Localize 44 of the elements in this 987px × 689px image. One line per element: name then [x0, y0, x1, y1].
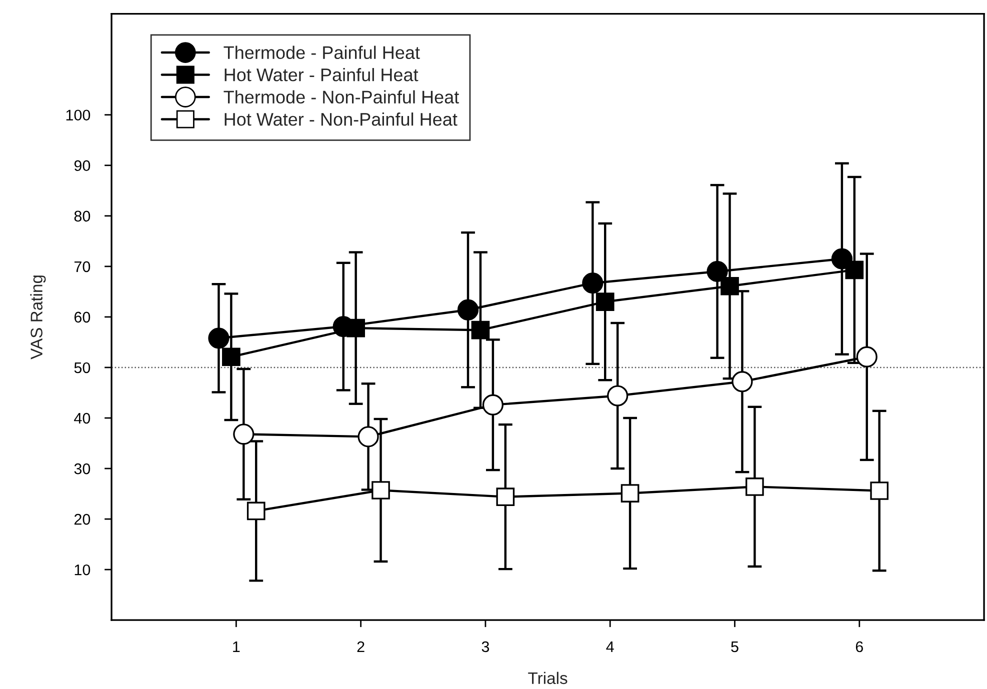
point	[870, 482, 889, 500]
point	[596, 292, 614, 311]
point	[496, 488, 515, 506]
y-tick-label: 60	[74, 312, 90, 323]
y-tick-label: 40	[74, 412, 90, 424]
y-tick-label: 70	[74, 261, 90, 272]
y-axis-title: VAS Rating	[30, 276, 46, 360]
point	[457, 299, 479, 320]
y-tick-label: 80	[74, 210, 90, 222]
y-tick-label: 100	[66, 110, 90, 121]
x-tick-label: 3	[482, 641, 490, 652]
point	[706, 260, 728, 282]
legend-label: Thermode - Painful Heat	[224, 46, 420, 60]
point	[620, 484, 640, 502]
point	[856, 346, 878, 368]
point	[720, 276, 739, 296]
legend-label: Hot Water - Painful Heat	[224, 68, 418, 82]
point	[358, 426, 379, 448]
point	[208, 328, 230, 349]
y-tick-label: 20	[74, 514, 90, 525]
point	[471, 320, 490, 340]
legend-label: Hot Water - Non-Painful Heat	[224, 112, 458, 126]
x-axis-title: Trials	[528, 672, 568, 684]
x-tick-label: 5	[731, 641, 738, 652]
point	[482, 394, 504, 416]
point	[372, 481, 390, 500]
x-tick-label: 2	[357, 641, 364, 652]
point	[746, 478, 764, 496]
y-tick-label: 10	[74, 564, 90, 576]
point	[607, 385, 628, 406]
point	[845, 260, 864, 280]
point	[346, 318, 365, 338]
y-tick-label: 50	[74, 362, 90, 374]
y-tick-label: 30	[74, 463, 90, 474]
legend-label: Thermode - Non-Painful Heat	[224, 90, 460, 104]
x-tick-label: 4	[606, 641, 614, 652]
x-tick-label: 6	[856, 641, 863, 652]
point	[233, 424, 254, 445]
point	[582, 272, 604, 294]
y-tick-label: 90	[74, 160, 90, 172]
point	[246, 502, 266, 520]
point	[732, 371, 753, 392]
point	[222, 348, 240, 366]
x-tick-label: 1	[233, 641, 240, 652]
